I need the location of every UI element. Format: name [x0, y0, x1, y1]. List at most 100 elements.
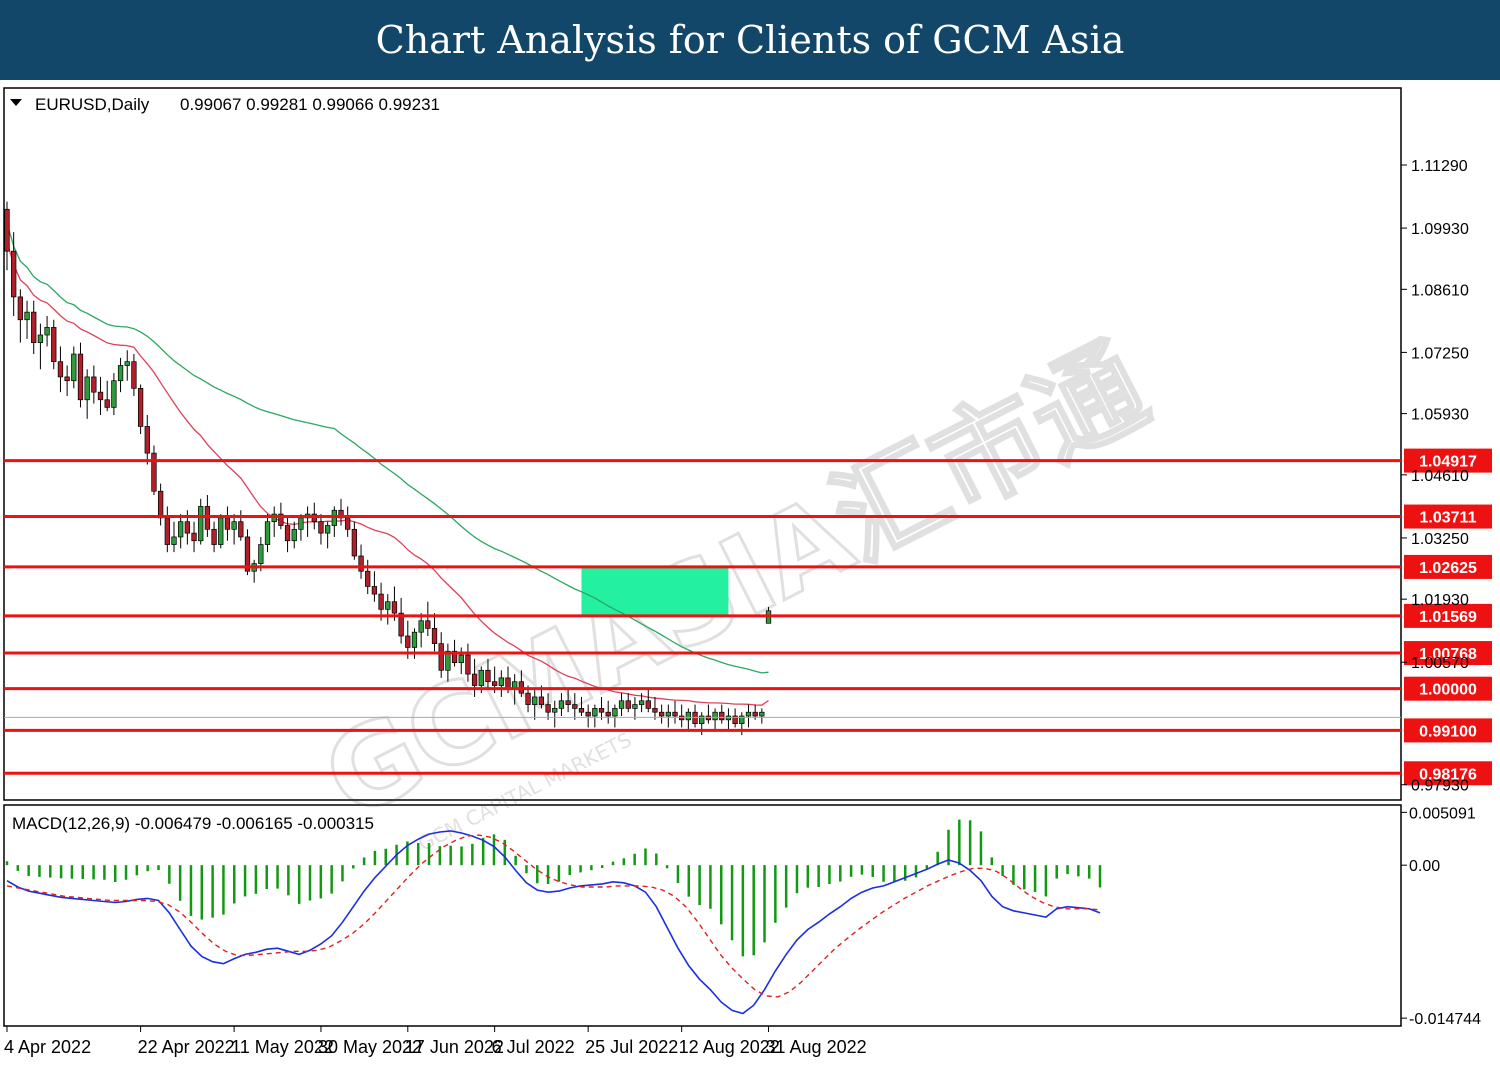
candle-body: [318, 521, 324, 534]
candle: [57, 346, 64, 393]
candle-body: [425, 620, 431, 629]
candle-body: [345, 517, 351, 530]
candle: [318, 514, 324, 545]
level-label: 1.01569: [1419, 609, 1477, 626]
candle-body: [465, 654, 471, 675]
candle: [97, 376, 104, 416]
candle-body: [672, 711, 678, 717]
candle-body: [171, 536, 177, 545]
candle: [692, 704, 698, 728]
candle: [385, 594, 391, 625]
candle: [625, 693, 631, 713]
dropdown-triangle-icon[interactable]: [10, 99, 22, 106]
candle: [605, 700, 611, 724]
time-tick-label: 12 Aug 2022: [679, 1037, 780, 1057]
candle: [171, 521, 177, 553]
price-pane: [3, 87, 1402, 801]
candle-body: [632, 704, 638, 709]
candle: [398, 597, 404, 644]
price-tick-label: 1.09930: [1411, 221, 1469, 238]
candle: [725, 708, 732, 732]
candle-body: [31, 311, 37, 343]
time-tick-label: 11 May 2022: [231, 1037, 334, 1057]
candle: [745, 704, 752, 728]
macd-label: MACD(12,26,9) -0.006479 -0.006165 -0.000…: [12, 814, 374, 833]
price-tick-label: 1.11290: [1411, 158, 1468, 175]
candle: [71, 346, 77, 389]
macd-tick-label: -0.014744: [1409, 1011, 1481, 1028]
candle: [64, 365, 70, 396]
candle: [592, 704, 598, 728]
level-label: 1.02625: [1419, 560, 1477, 577]
candle: [291, 521, 297, 549]
level-label-box: [1404, 603, 1492, 628]
macd-pane: [3, 804, 1402, 1027]
time-tick-label: 17 Jun 2022: [405, 1037, 504, 1057]
candle-body: [652, 708, 658, 713]
candle-body: [157, 490, 164, 519]
candle-body: [578, 708, 585, 713]
candle-body: [218, 517, 224, 545]
candle-body: [558, 700, 565, 709]
candle-body: [17, 296, 24, 321]
candle-body: [605, 711, 611, 717]
candle-body: [739, 715, 745, 724]
candle-body: [745, 711, 752, 717]
candle-body: [725, 715, 732, 721]
candle-body: [431, 628, 438, 644]
candle: [585, 704, 591, 728]
price-tick-label: 1.04610: [1411, 468, 1469, 485]
candle-body: [552, 708, 558, 713]
candle: [532, 689, 538, 720]
candle-body: [405, 635, 411, 648]
candle-body: [685, 711, 692, 721]
candle: [151, 445, 157, 496]
candle-body: [545, 704, 551, 713]
candle: [91, 365, 97, 404]
candle: [51, 319, 57, 370]
candle-body: [471, 673, 478, 686]
level-label: 0.99100: [1419, 723, 1477, 740]
candle: [124, 350, 130, 381]
candle-body: [211, 528, 217, 545]
level-label-box: [1404, 504, 1492, 529]
candle-body: [198, 506, 204, 542]
candle-body: [418, 620, 424, 633]
candle-body: [117, 365, 124, 382]
candle: [351, 521, 358, 560]
candle-body: [57, 361, 64, 378]
price-tick-label: 1.05930: [1411, 407, 1469, 424]
candle: [137, 384, 144, 435]
candle-body: [679, 715, 685, 721]
candle-body: [84, 376, 90, 401]
level-label: 0.98176: [1419, 766, 1477, 783]
candle: [144, 415, 150, 465]
time-tick-label: 6 Jul 2022: [492, 1037, 575, 1057]
candle: [111, 373, 117, 416]
candle: [438, 632, 444, 678]
candle-body: [191, 532, 197, 542]
candle-body: [491, 681, 498, 686]
candle-body: [572, 704, 578, 709]
candle-body: [264, 521, 271, 545]
candle-body: [11, 250, 17, 298]
candle: [638, 693, 645, 713]
candle-body: [244, 536, 251, 572]
level-label: 1.04917: [1419, 454, 1477, 471]
candle-body: [365, 570, 371, 587]
candle-body: [44, 327, 50, 336]
candle-body: [712, 711, 718, 721]
candle-body: [298, 517, 304, 530]
candle-body: [598, 708, 605, 713]
candle-body: [391, 601, 398, 614]
candle-body: [458, 654, 464, 664]
candle-body: [111, 380, 117, 408]
candle-body: [705, 715, 712, 721]
candle-body: [612, 708, 618, 717]
candle: [545, 693, 551, 720]
candle: [117, 357, 124, 393]
candle: [371, 571, 378, 602]
candle-body: [692, 711, 698, 724]
macd-line: [6, 830, 1101, 1015]
macd-tick-label: 0.005091: [1409, 805, 1476, 822]
